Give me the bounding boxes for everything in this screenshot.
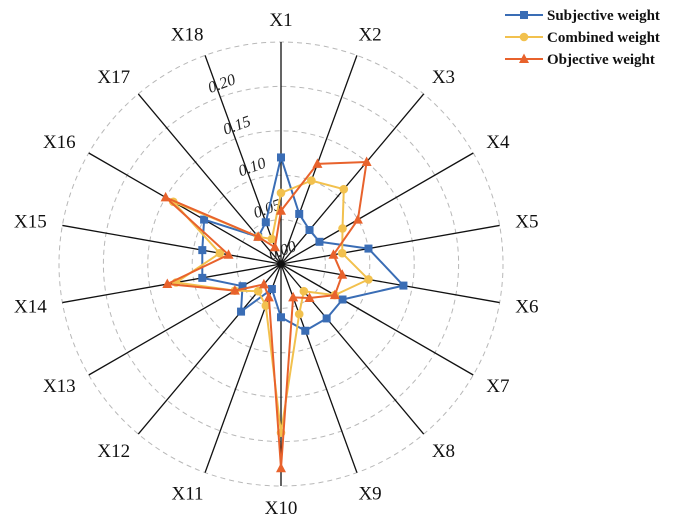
data-point — [315, 237, 324, 246]
axis-spoke — [280, 224, 500, 265]
data-point — [312, 158, 323, 168]
radar-series — [160, 153, 408, 473]
tick-label: 0.20 — [206, 71, 238, 97]
data-point — [261, 218, 270, 227]
data-point — [322, 314, 331, 323]
axis-label: X7 — [486, 376, 509, 397]
data-point — [253, 231, 264, 241]
data-point — [276, 205, 286, 215]
data-point — [337, 248, 347, 258]
legend-label: Objective weight — [547, 52, 655, 68]
axis-label: X15 — [14, 212, 47, 233]
axis-spoke — [280, 152, 474, 265]
legend-label: Combined weight — [547, 30, 660, 46]
axis-label: X10 — [265, 498, 298, 519]
data-point — [276, 188, 286, 198]
axis-spoke — [62, 263, 282, 304]
data-point — [337, 269, 348, 279]
axis-spoke — [204, 55, 282, 265]
legend-item: Subjective weight — [505, 8, 660, 24]
data-point — [267, 234, 277, 244]
legend-marker — [520, 11, 528, 19]
data-point — [223, 249, 234, 259]
axis-spoke — [88, 152, 282, 265]
data-point — [301, 326, 310, 335]
axis-spoke — [62, 224, 282, 265]
data-point — [277, 313, 285, 322]
data-point — [294, 309, 304, 319]
axis-label: X4 — [486, 132, 510, 153]
data-point — [276, 462, 286, 473]
data-point — [304, 292, 315, 303]
data-point — [339, 184, 349, 194]
data-point — [288, 291, 299, 302]
axis-label: X14 — [14, 296, 47, 317]
legend-marker — [519, 53, 529, 63]
axis-label: X1 — [269, 10, 292, 31]
data-point — [258, 278, 269, 289]
legend-item: Objective weight — [505, 52, 655, 68]
legend-label: Subjective weight — [547, 8, 660, 24]
data-point — [338, 224, 347, 233]
data-point — [299, 286, 309, 296]
data-point — [160, 191, 171, 202]
data-point — [399, 281, 408, 290]
axis-label: X8 — [432, 441, 455, 462]
data-point — [261, 301, 271, 311]
axis-spoke — [280, 263, 474, 376]
axis-label: X5 — [515, 212, 538, 233]
data-point — [305, 225, 314, 234]
data-point — [277, 153, 285, 162]
radar-axes — [62, 42, 500, 486]
axis-label: X9 — [358, 483, 381, 504]
legend-item: Combined weight — [505, 30, 660, 46]
radar-axis-labels: X1 X2 X3 X4 X5 X6 X7 X8 X9 X10 X11 X12 X13 X14 X15 X16 X… — [14, 10, 539, 519]
axis-label: X17 — [97, 67, 130, 88]
data-point — [328, 249, 339, 259]
data-point — [200, 215, 209, 224]
data-point — [237, 307, 246, 316]
axis-label: X16 — [43, 132, 76, 153]
data-point — [364, 244, 373, 253]
axis-label: X18 — [171, 25, 204, 46]
legend: Subjective weight Combined weight Objectiv… — [505, 8, 660, 68]
axis-label: X11 — [172, 483, 204, 504]
axis-label: X12 — [97, 441, 130, 462]
data-point — [364, 275, 373, 284]
axis-label: X6 — [515, 296, 538, 317]
data-point — [269, 241, 280, 252]
data-point — [361, 156, 372, 166]
axis-label: X2 — [358, 25, 381, 46]
data-point — [238, 282, 247, 291]
data-point — [263, 291, 274, 302]
axis-spoke — [280, 263, 500, 304]
data-point — [352, 214, 363, 224]
axis-label: X3 — [432, 67, 455, 88]
data-point — [295, 209, 304, 218]
data-point — [215, 248, 225, 258]
data-point — [229, 285, 240, 295]
data-point — [338, 295, 347, 304]
data-point — [307, 176, 316, 185]
data-point — [162, 278, 173, 289]
legend-marker — [519, 32, 529, 42]
grid-ring — [102, 85, 460, 443]
data-point — [267, 285, 276, 294]
axis-spoke — [280, 93, 425, 265]
data-point — [253, 286, 263, 296]
axis-spoke — [280, 55, 358, 265]
axis-label: X13 — [43, 376, 76, 397]
data-point — [329, 289, 340, 300]
axis-spoke — [88, 263, 282, 376]
data-point — [198, 246, 207, 255]
data-point — [198, 273, 207, 282]
